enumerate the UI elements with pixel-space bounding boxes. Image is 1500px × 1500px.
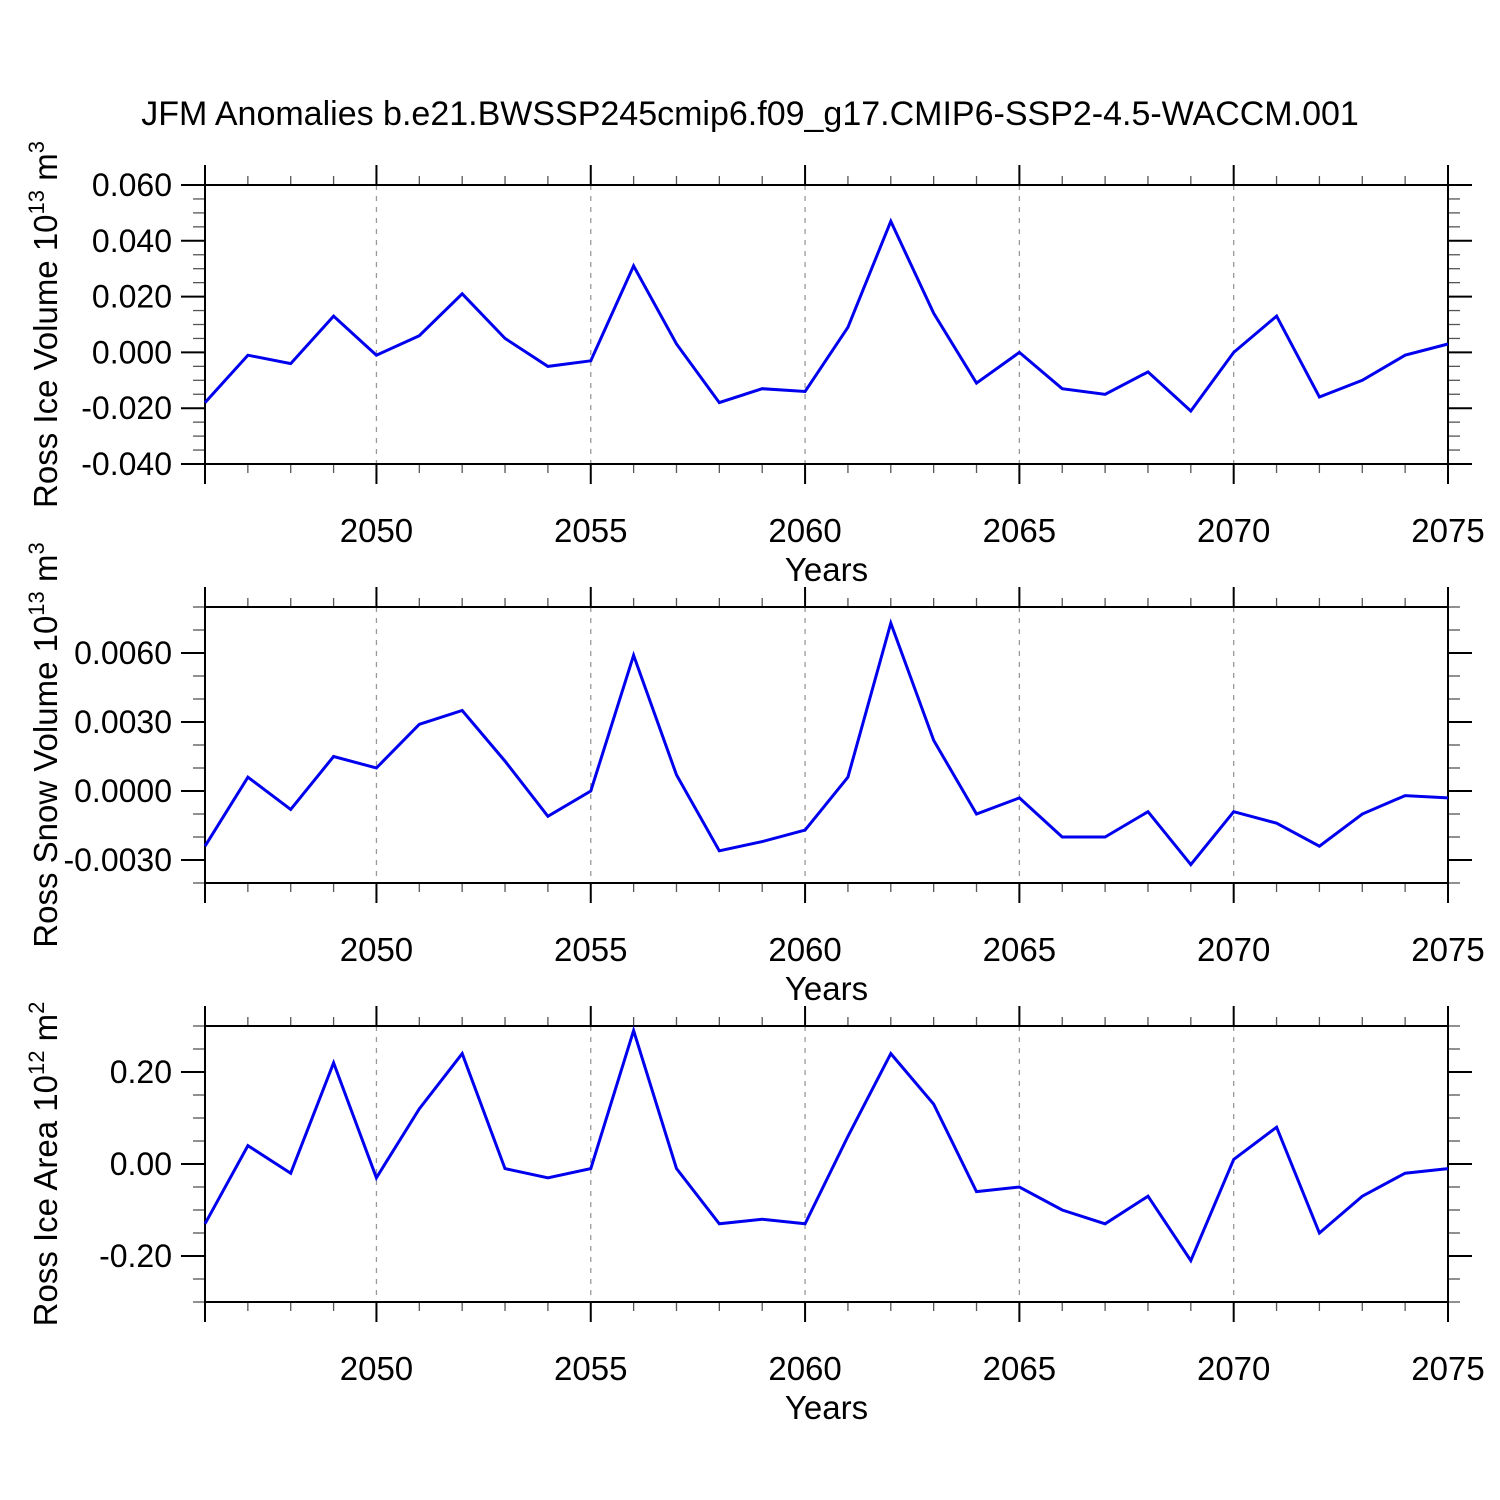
y-tick-label: 0.000 bbox=[92, 334, 172, 370]
x-tick-label: 2055 bbox=[554, 931, 627, 968]
y-tick-label: 0.060 bbox=[92, 167, 172, 203]
plot-box bbox=[204, 184, 1449, 465]
x-tick-label: 2050 bbox=[340, 931, 413, 968]
data-line-ross-snow-volume bbox=[203, 618, 1449, 867]
x-tick-label: 2065 bbox=[983, 1350, 1056, 1387]
x-tick-label: 2075 bbox=[1411, 931, 1484, 968]
y-tick-label: 0.0060 bbox=[74, 635, 172, 671]
x-tick-label: 2055 bbox=[554, 512, 627, 549]
x-tick-label: 2060 bbox=[768, 1350, 841, 1387]
x-tick-label: 2050 bbox=[340, 1350, 413, 1387]
x-axis-title: Years bbox=[785, 970, 868, 1007]
axis-ticks bbox=[181, 1006, 1472, 1322]
x-tick-label: 2050 bbox=[340, 512, 413, 549]
y-tick-label: -0.040 bbox=[81, 446, 172, 482]
panel-ross-ice-volume: 0.060 0.040 0.020 0.000 -0.020 -0.040 2050 2055… bbox=[24, 141, 1485, 588]
x-tick-label: 2060 bbox=[768, 931, 841, 968]
grid-lines bbox=[375, 607, 1235, 883]
y-axis-title: Ross Ice Volume 1013 m3 bbox=[24, 141, 64, 508]
panel-ross-snow-volume: 0.0060 0.0030 0.0000 -0.0030 2050 2055 2060 206… bbox=[24, 542, 1485, 1007]
y-axis-title: Ross Snow Volume 1013 m3 bbox=[24, 542, 64, 947]
axis-ticks bbox=[181, 165, 1472, 484]
grid-lines bbox=[375, 1026, 1235, 1302]
y-tick-label: 0.020 bbox=[92, 279, 172, 315]
x-tick-label: 2070 bbox=[1197, 1350, 1270, 1387]
y-tick-label: 0.00 bbox=[110, 1146, 172, 1182]
plot-box bbox=[204, 1025, 1449, 1303]
y-tick-label: -0.20 bbox=[99, 1238, 172, 1274]
y-tick-label: 0.20 bbox=[110, 1054, 172, 1090]
y-axis-title: Ross Ice Area 1012 m2 bbox=[24, 1002, 64, 1327]
data-line-ross-ice-area bbox=[203, 1025, 1449, 1264]
plot-box bbox=[204, 606, 1449, 884]
y-tick-label: 0.0030 bbox=[74, 704, 172, 740]
x-tick-label: 2075 bbox=[1411, 1350, 1484, 1387]
chart-title: JFM Anomalies b.e21.BWSSP245cmip6.f09_g1… bbox=[141, 95, 1359, 133]
x-tick-label: 2065 bbox=[983, 931, 1056, 968]
x-axis-title: Years bbox=[785, 1389, 868, 1426]
y-tick-label: -0.020 bbox=[81, 390, 172, 426]
x-tick-label: 2055 bbox=[554, 1350, 627, 1387]
y-tick-label: 0.0000 bbox=[74, 773, 172, 809]
grid-lines bbox=[375, 185, 1235, 464]
y-tick-label: -0.0030 bbox=[63, 842, 172, 878]
x-tick-label: 2070 bbox=[1197, 931, 1270, 968]
x-tick-label: 2060 bbox=[768, 512, 841, 549]
panel-ross-ice-area: 0.20 0.00 -0.20 2050 2055 2060 2065 2070 2075 Yea… bbox=[24, 1002, 1485, 1426]
data-line-ross-ice-volume bbox=[203, 217, 1449, 414]
axis-ticks bbox=[181, 587, 1472, 903]
x-tick-label: 2065 bbox=[983, 512, 1056, 549]
x-axis-title: Years bbox=[785, 551, 868, 588]
x-tick-label: 2070 bbox=[1197, 512, 1270, 549]
y-tick-label: 0.040 bbox=[92, 223, 172, 259]
x-tick-label: 2075 bbox=[1411, 512, 1484, 549]
